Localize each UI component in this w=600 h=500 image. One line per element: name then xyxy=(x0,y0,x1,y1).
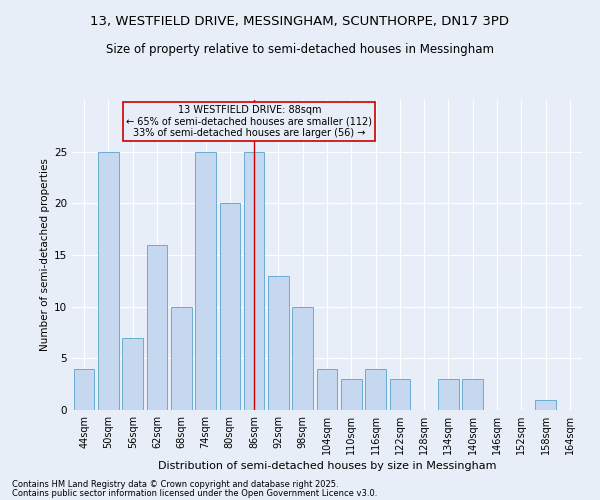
Bar xyxy=(171,306,191,410)
Text: 13, WESTFIELD DRIVE, MESSINGHAM, SCUNTHORPE, DN17 3PD: 13, WESTFIELD DRIVE, MESSINGHAM, SCUNTHO… xyxy=(91,15,509,28)
Bar xyxy=(195,152,216,410)
Text: Contains HM Land Registry data © Crown copyright and database right 2025.: Contains HM Land Registry data © Crown c… xyxy=(12,480,338,489)
Bar xyxy=(341,379,362,410)
Y-axis label: Number of semi-detached properties: Number of semi-detached properties xyxy=(40,158,50,352)
Text: 13 WESTFIELD DRIVE: 88sqm
← 65% of semi-detached houses are smaller (112)
33% of: 13 WESTFIELD DRIVE: 88sqm ← 65% of semi-… xyxy=(126,105,372,138)
Bar xyxy=(122,338,143,410)
Bar xyxy=(244,152,265,410)
Text: Size of property relative to semi-detached houses in Messingham: Size of property relative to semi-detach… xyxy=(106,42,494,56)
Bar xyxy=(463,379,483,410)
Bar xyxy=(438,379,459,410)
Bar xyxy=(220,204,240,410)
Bar xyxy=(268,276,289,410)
Bar xyxy=(98,152,119,410)
Bar xyxy=(292,306,313,410)
Bar xyxy=(365,368,386,410)
X-axis label: Distribution of semi-detached houses by size in Messingham: Distribution of semi-detached houses by … xyxy=(158,461,496,471)
Bar xyxy=(535,400,556,410)
Text: Contains public sector information licensed under the Open Government Licence v3: Contains public sector information licen… xyxy=(12,488,377,498)
Bar xyxy=(389,379,410,410)
Bar xyxy=(74,368,94,410)
Bar xyxy=(146,244,167,410)
Bar xyxy=(317,368,337,410)
